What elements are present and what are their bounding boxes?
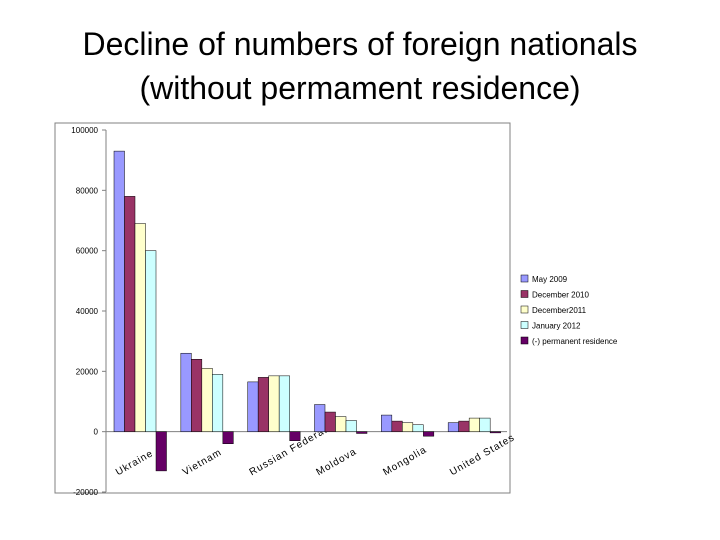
legend-swatch: [520, 336, 529, 345]
bar: [289, 431, 301, 441]
bar: [381, 414, 393, 432]
bar: [391, 420, 403, 432]
y-tick-label: 20000: [76, 367, 99, 376]
bar: [345, 420, 357, 432]
bar: [468, 417, 480, 432]
bar: [268, 375, 280, 432]
legend-swatch: [520, 321, 529, 329]
slide-title-line-2: (without permament residence): [139, 70, 581, 106]
bar: [247, 381, 259, 432]
slide-title: Decline of numbers of foreign nationals …: [0, 22, 720, 110]
slide-title-line-1: Decline of numbers of foreign nationals: [82, 26, 638, 62]
bar: [489, 431, 501, 434]
bar: [222, 431, 234, 444]
y-tick-label: -20000: [73, 488, 98, 497]
bar: [356, 431, 368, 434]
y-tick-label: 80000: [76, 186, 99, 195]
bar: [257, 377, 269, 432]
bar: [447, 422, 459, 432]
legend-label: December2011: [532, 306, 587, 315]
legend-label: January 2012: [532, 322, 581, 331]
bar: [124, 196, 136, 432]
bar: [145, 250, 157, 432]
legend-label: (-) permanent residence: [532, 337, 618, 346]
bar: [335, 416, 347, 432]
bar: [402, 422, 414, 432]
bar: [278, 375, 290, 432]
bar: [212, 374, 224, 432]
legend-label: May 2009: [532, 275, 568, 284]
y-tick-label: 100000: [71, 126, 98, 135]
bar: [314, 404, 326, 432]
legend-label: December 2010: [532, 291, 589, 300]
bar: [423, 431, 435, 437]
bar: [412, 424, 424, 432]
legend-swatch: [520, 305, 529, 314]
y-tick-label: 0: [94, 428, 99, 437]
bar: [180, 352, 192, 432]
bar: [458, 420, 470, 432]
bar: [191, 359, 203, 432]
bar: [134, 223, 146, 432]
bar: [113, 150, 125, 432]
bar: [324, 411, 336, 432]
y-tick-label: 40000: [76, 307, 99, 316]
legend-swatch: [520, 274, 529, 283]
bar: [479, 417, 491, 432]
bar: [155, 431, 167, 472]
bar: [201, 368, 213, 432]
y-tick-label: 60000: [76, 247, 99, 256]
legend-swatch: [520, 290, 529, 298]
